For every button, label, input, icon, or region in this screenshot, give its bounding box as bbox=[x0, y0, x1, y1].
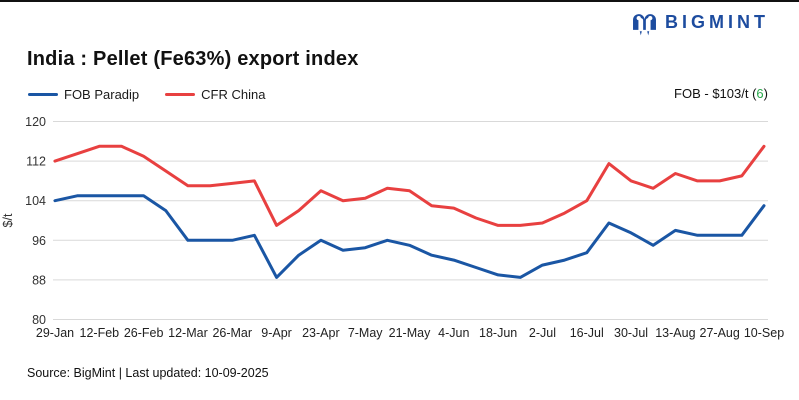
y-tick-label: 120 bbox=[25, 115, 46, 129]
legend-swatch-cfr-china bbox=[165, 92, 196, 97]
x-tick-label: 16-Jul bbox=[570, 326, 604, 340]
bigmint-logo: BIGMINT bbox=[631, 9, 769, 36]
x-tick-label: 2-Jul bbox=[529, 326, 556, 340]
x-tick-label: 21-May bbox=[389, 326, 431, 340]
y-tick-label: 80 bbox=[32, 313, 46, 327]
window-top-border bbox=[0, 0, 799, 2]
x-tick-label: 26-Feb bbox=[124, 326, 164, 340]
x-tick-label: 18-Jun bbox=[479, 326, 517, 340]
x-tick-label: 23-Apr bbox=[302, 326, 340, 340]
x-tick-label: 30-Jul bbox=[614, 326, 648, 340]
bigmint-logo-text: BIGMINT bbox=[665, 12, 769, 32]
legend-swatch-fob-paradip bbox=[28, 92, 58, 97]
y-tick-label: 104 bbox=[25, 194, 46, 208]
page-title: India : Pellet (Fe63%) export index bbox=[27, 48, 359, 70]
x-tick-label: 4-Jun bbox=[438, 326, 469, 340]
y-axis-title: $/t bbox=[1, 213, 15, 227]
x-tick-label: 9-Apr bbox=[261, 326, 292, 340]
y-tick-label: 96 bbox=[32, 234, 46, 248]
fob-price-change: 6 bbox=[756, 86, 764, 101]
fob-price-close-paren: ) bbox=[763, 86, 768, 101]
x-tick-label: 7-May bbox=[348, 326, 383, 340]
x-tick-label: 12-Feb bbox=[80, 326, 120, 340]
legend-item-cfr-china: CFR China bbox=[165, 87, 265, 102]
y-tick-label: 88 bbox=[32, 273, 46, 287]
series-line-cfr-china bbox=[53, 144, 766, 227]
x-tick-label: 12-Mar bbox=[168, 326, 208, 340]
x-tick-label: 26-Mar bbox=[212, 326, 252, 340]
legend-label-fob-paradip: FOB Paradip bbox=[64, 87, 140, 102]
x-tick-label: 27-Aug bbox=[700, 326, 740, 340]
x-tick-label: 29-Jan bbox=[36, 326, 74, 340]
x-tick-label: 13-Aug bbox=[655, 326, 695, 340]
legend-label-cfr-china: CFR China bbox=[201, 87, 266, 102]
legend-item-fob-paradip: FOB Paradip bbox=[28, 87, 139, 102]
series-line-fob-paradip bbox=[53, 194, 766, 279]
source-caption: Source: BigMint | Last updated: 10-09-20… bbox=[27, 366, 269, 380]
chart-legend: FOB Paradip CFR China bbox=[28, 87, 265, 102]
fob-price-annotation: FOB - $103/t (6) bbox=[674, 86, 768, 101]
y-tick-label: 112 bbox=[26, 155, 46, 169]
fob-price-text: FOB - $103/t ( bbox=[674, 86, 757, 101]
x-tick-label: 10-Sep bbox=[744, 326, 784, 340]
bigmint-logo-icon bbox=[631, 9, 658, 36]
